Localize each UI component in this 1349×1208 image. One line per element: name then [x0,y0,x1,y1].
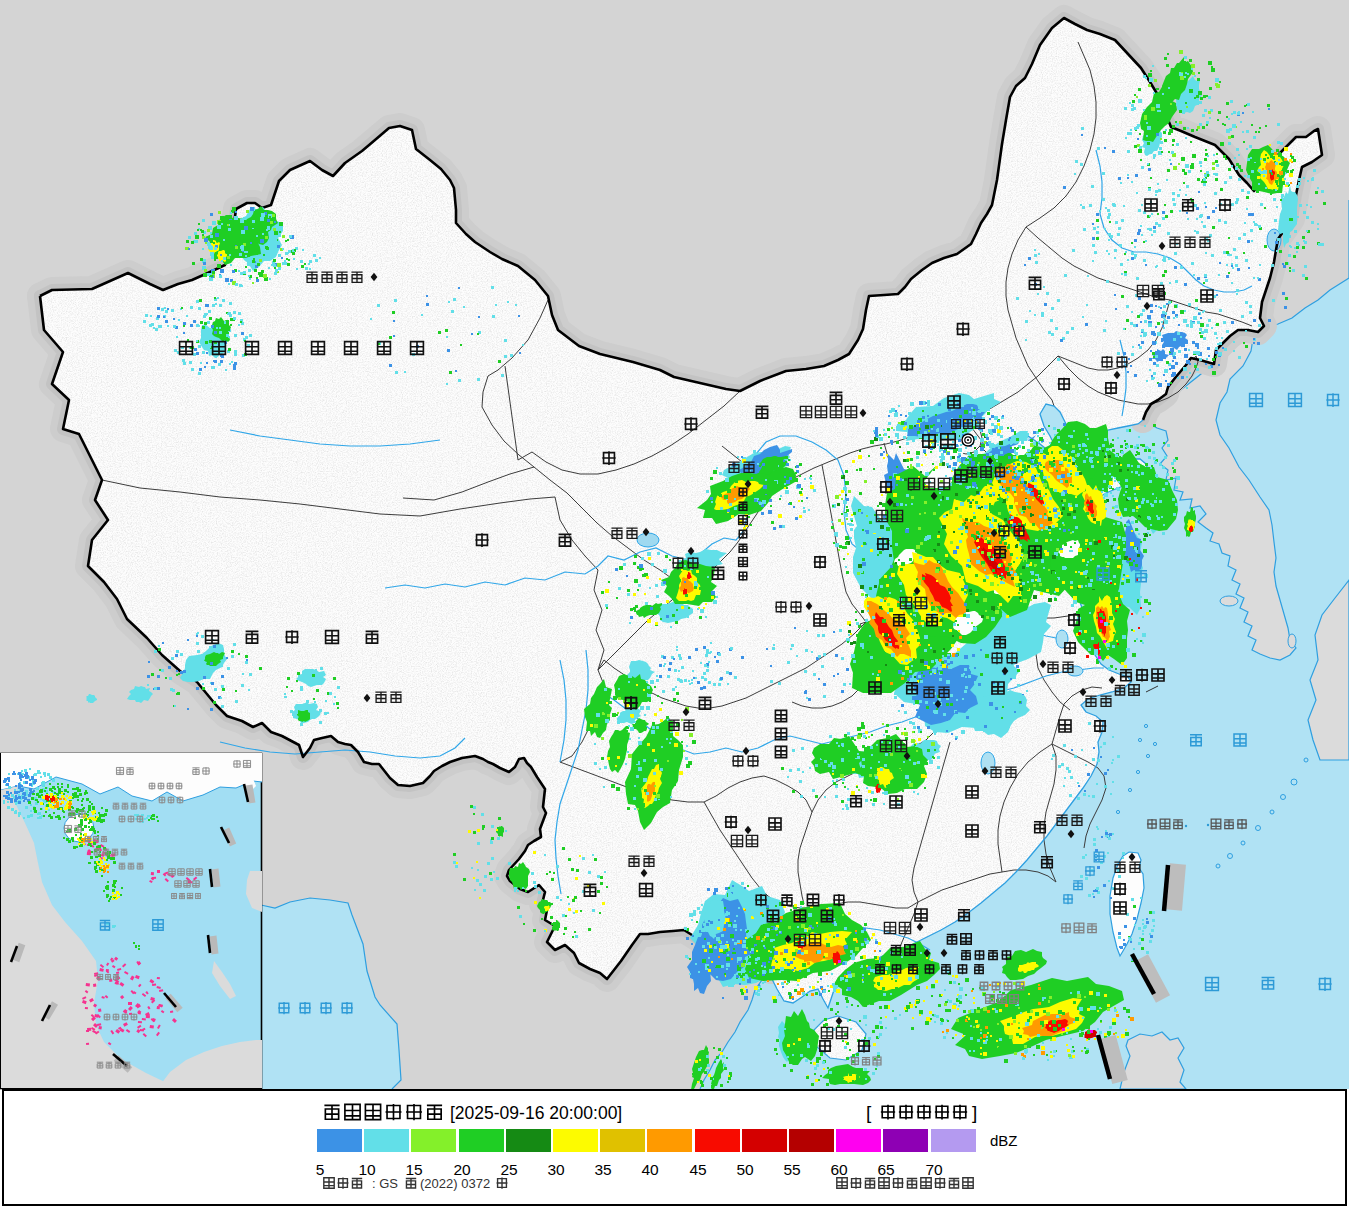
svg-text:55: 55 [783,1161,800,1178]
svg-text:(2022) 0372: (2022) 0372 [420,1176,490,1191]
svg-text:35: 35 [594,1161,611,1178]
svg-text:[2025-09-16 20:00:00]: [2025-09-16 20:00:00] [450,1103,622,1123]
svg-text:40: 40 [641,1161,659,1178]
svg-text:[: [ [866,1102,872,1123]
svg-text:65: 65 [877,1161,894,1178]
svg-text:45: 45 [689,1161,706,1178]
svg-text:50: 50 [736,1161,754,1178]
svg-text:25: 25 [500,1161,517,1178]
svg-text:dBZ: dBZ [990,1132,1018,1149]
svg-text:: GS: : GS [372,1176,398,1191]
svg-text:]: ] [972,1102,977,1123]
svg-text:60: 60 [830,1161,848,1178]
svg-text:30: 30 [547,1161,565,1178]
svg-text:70: 70 [925,1161,943,1178]
svg-text:5: 5 [316,1161,325,1178]
